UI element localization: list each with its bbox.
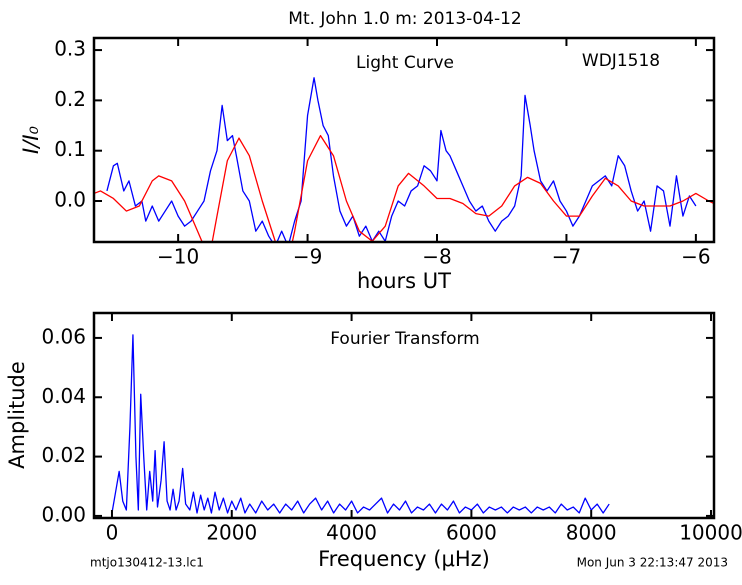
x-tick-label: 8000	[566, 521, 617, 545]
y-tick-label: 0.04	[41, 384, 86, 408]
data-line	[111, 334, 610, 514]
y-axis-label: I/I₀	[19, 125, 43, 153]
y-tick-label: 0.2	[54, 87, 86, 111]
x-tick-label: −9	[293, 245, 322, 269]
y-tick-label: 0.3	[54, 37, 86, 61]
y-axis-label: Amplitude	[5, 361, 29, 469]
annotation: Light Curve	[356, 53, 454, 73]
x-tick-label: −10	[157, 245, 199, 269]
x-tick-label: 6000	[446, 521, 497, 545]
x-tick-label: 10000	[679, 521, 742, 545]
x-axis-label: Frequency (μHz)	[318, 547, 490, 571]
frame	[92, 311, 716, 520]
x-tick-label: 4000	[326, 521, 377, 545]
footer-right: Mon Jun 3 22:13:47 2013	[577, 556, 728, 570]
y-tick-label: 0.0	[54, 187, 86, 211]
y-tick-label: 0.00	[41, 502, 86, 526]
annotation: Fourier Transform	[330, 329, 479, 349]
annotation: WDJ1518	[582, 51, 660, 71]
x-tick-label: −6	[681, 245, 710, 269]
footer-left: mtjo130412-13.lc1	[90, 556, 204, 570]
data-line	[106, 77, 697, 242]
x-tick-label: −8	[422, 245, 451, 269]
x-tick-label: 2000	[206, 521, 257, 545]
y-tick-label: 0.06	[41, 324, 86, 348]
plot-area	[111, 334, 610, 514]
figure-title: Mt. John 1.0 m: 2013-04-12	[288, 9, 521, 29]
x-tick-label: 0	[106, 521, 119, 545]
plot-area	[94, 77, 714, 242]
frame	[92, 36, 716, 244]
y-tick-label: 0.02	[41, 443, 86, 467]
x-axis-label: hours UT	[357, 269, 451, 293]
x-tick-label: −7	[552, 245, 581, 269]
y-tick-label: 0.1	[54, 137, 86, 161]
data-line	[94, 134, 714, 242]
